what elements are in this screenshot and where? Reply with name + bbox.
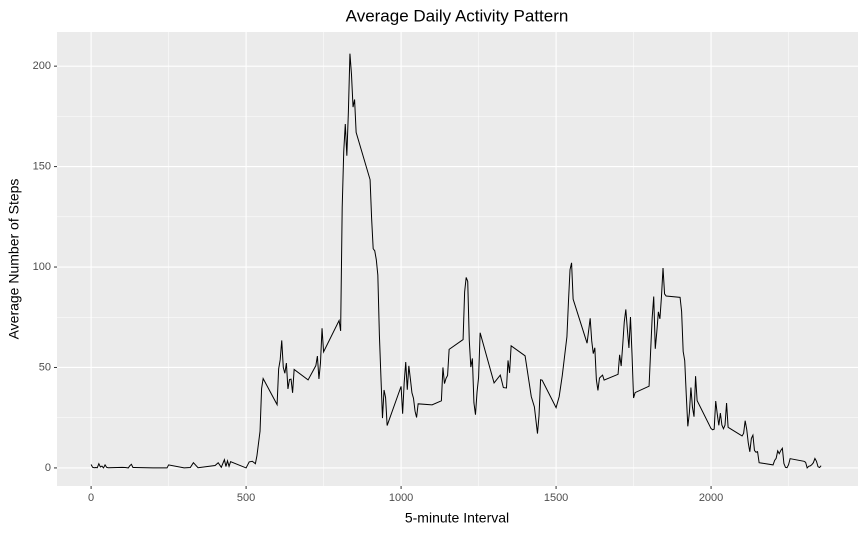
x-tick-label: 1500 [544, 492, 568, 504]
y-tick-label: 150 [33, 160, 51, 172]
y-axis-title: Average Number of Steps [6, 179, 22, 340]
panel [57, 32, 858, 486]
data-line [90, 53, 822, 469]
x-tick-label: 500 [237, 492, 255, 504]
x-tick-label: 1000 [389, 492, 413, 504]
x-tick-label: 2000 [699, 492, 723, 504]
y-tick-label: 0 [45, 462, 51, 474]
y-tick-label: 100 [33, 261, 51, 273]
y-tick-label: 50 [39, 361, 51, 373]
x-axis-title: 5-minute Interval [405, 510, 509, 526]
chart-title: Average Daily Activity Pattern [346, 6, 569, 25]
y-tick-label: 200 [33, 60, 51, 72]
x-tick-label: 0 [88, 492, 94, 504]
